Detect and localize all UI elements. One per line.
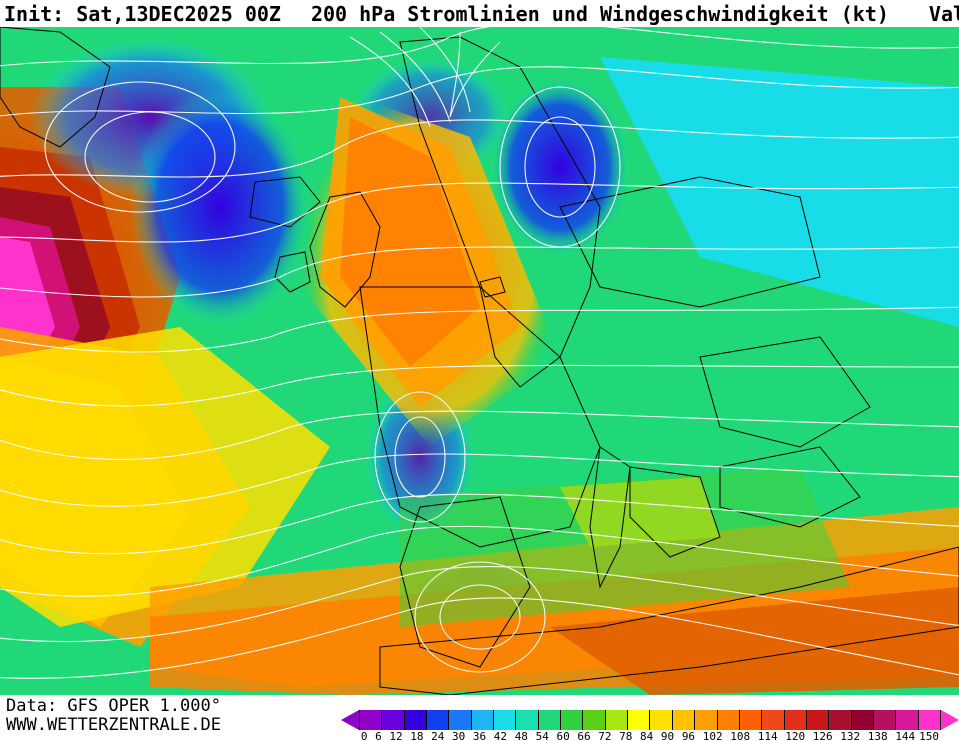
legend-tick-label: 90 xyxy=(657,730,678,740)
legend-tick-label: 96 xyxy=(678,730,699,740)
data-source-label: Data: GFS OPER 1.000° WWW.WETTERZENTRALE… xyxy=(6,697,221,735)
legend-tick-label: 42 xyxy=(490,730,511,740)
legend-color-band[interactable] xyxy=(583,710,605,730)
legend-tick-label: 0 xyxy=(357,730,371,740)
legend-color-band[interactable] xyxy=(449,710,471,730)
legend-color-band[interactable] xyxy=(359,710,382,730)
legend-tick-label: 78 xyxy=(615,730,636,740)
jet-stream-map[interactable] xyxy=(0,27,959,695)
valid-label: Valid: Fri,26DEC2025 12Z xyxy=(929,2,959,26)
legend-tick-labels: 0 6 12 18 24 30 36 42 48 54 60 66 72 78 84 90 96 102 108 11… xyxy=(359,730,941,740)
legend-color-band[interactable] xyxy=(628,710,650,730)
legend-tick-label: 18 xyxy=(406,730,427,740)
legend-tick-label: 30 xyxy=(448,730,469,740)
legend-color-band[interactable] xyxy=(807,710,829,730)
legend-color-band[interactable] xyxy=(405,710,427,730)
legend-color-band[interactable] xyxy=(650,710,672,730)
legend-color-band[interactable] xyxy=(762,710,784,730)
legend-tick-label: 126 xyxy=(809,730,837,740)
legend-tick-label: 48 xyxy=(511,730,532,740)
legend-tick-label: 84 xyxy=(636,730,657,740)
legend-tick-label: 66 xyxy=(574,730,595,740)
legend-color-band[interactable] xyxy=(896,710,918,730)
legend-color-band[interactable] xyxy=(785,710,807,730)
legend-tick-label: 150 xyxy=(919,730,939,740)
legend-color-bands xyxy=(359,710,941,730)
legend-color-band[interactable] xyxy=(382,710,404,730)
legend-color-band[interactable] xyxy=(561,710,583,730)
legend-color-band[interactable] xyxy=(494,710,516,730)
legend-color-band[interactable] xyxy=(427,710,449,730)
legend-tick-label: 102 xyxy=(699,730,727,740)
legend-low-arrow xyxy=(341,710,359,730)
legend-color-band[interactable] xyxy=(874,710,896,730)
wind-speed-legend[interactable]: 0 6 12 18 24 30 36 42 48 54 60 66 72 78 84 90 96 102 108 11… xyxy=(341,710,959,740)
legend-color-band[interactable] xyxy=(718,710,740,730)
legend-color-band[interactable] xyxy=(673,710,695,730)
legend-color-band[interactable] xyxy=(539,710,561,730)
legend-tick-label: 24 xyxy=(427,730,448,740)
legend-color-band[interactable] xyxy=(919,710,941,730)
legend-tick-label: 108 xyxy=(726,730,754,740)
legend-tick-label: 60 xyxy=(553,730,574,740)
legend-tick-label: 114 xyxy=(754,730,782,740)
header-bar: Init: Sat,13DEC2025 00Z 200 hPa Stromlin… xyxy=(0,0,959,27)
init-label: Init: Sat,13DEC2025 00Z xyxy=(4,2,281,26)
legend-tick-label: 132 xyxy=(836,730,864,740)
weather-map-page: Init: Sat,13DEC2025 00Z 200 hPa Stromlin… xyxy=(0,0,959,741)
map-title: 200 hPa Stromlinien und Windgeschwindigk… xyxy=(311,2,889,26)
legend-tick-label: 36 xyxy=(469,730,490,740)
legend-tick-label: 144 xyxy=(892,730,920,740)
legend-color-band[interactable] xyxy=(472,710,494,730)
legend-color-band[interactable] xyxy=(606,710,628,730)
legend-color-band[interactable] xyxy=(516,710,538,730)
legend-tick-label: 54 xyxy=(532,730,553,740)
legend-color-band[interactable] xyxy=(852,710,874,730)
legend-tick-label: 6 xyxy=(371,730,385,740)
legend-tick-label: 72 xyxy=(594,730,615,740)
legend-color-band[interactable] xyxy=(695,710,717,730)
legend-color-band[interactable] xyxy=(740,710,762,730)
legend-high-arrow xyxy=(941,710,959,730)
legend-color-band[interactable] xyxy=(829,710,851,730)
legend-tick-label: 12 xyxy=(386,730,407,740)
legend-tick-label: 120 xyxy=(781,730,809,740)
legend-tick-label: 138 xyxy=(864,730,892,740)
